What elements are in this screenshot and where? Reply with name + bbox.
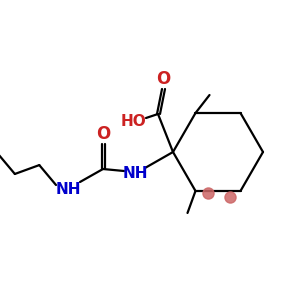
Text: HO: HO <box>121 115 147 130</box>
Text: NH: NH <box>55 182 81 196</box>
Text: NH: NH <box>122 167 148 182</box>
Text: O: O <box>96 125 110 143</box>
Text: O: O <box>156 70 170 88</box>
